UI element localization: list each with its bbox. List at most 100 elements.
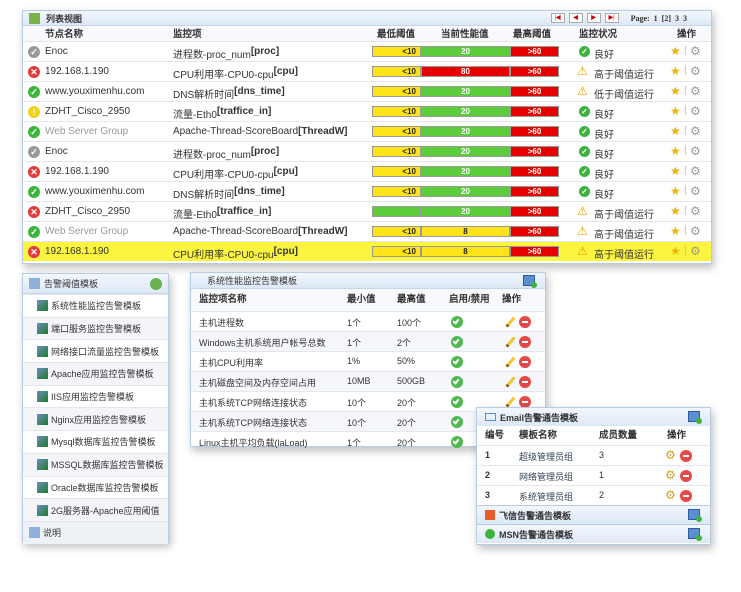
enabled-toggle-icon[interactable]: [451, 316, 463, 328]
add-template-icon[interactable]: [688, 411, 702, 424]
monitor-item[interactable]: CPU利用率-CPU0-cpu [cpu]: [173, 246, 298, 261]
enabled-toggle-icon[interactable]: [451, 336, 463, 348]
gear-icon[interactable]: ⚙: [690, 204, 701, 218]
edit-pencil-icon[interactable]: [505, 396, 516, 408]
delete-icon[interactable]: [519, 316, 531, 328]
add-icon[interactable]: [150, 278, 162, 290]
enabled-toggle-icon[interactable]: [451, 376, 463, 388]
gear-icon[interactable]: ⚙: [690, 144, 701, 158]
node-name[interactable]: 192.168.1.190: [45, 166, 109, 177]
star-icon[interactable]: ★: [670, 84, 681, 98]
enabled-toggle-icon[interactable]: [451, 416, 463, 428]
add-template-icon[interactable]: [688, 528, 702, 541]
monitor-item[interactable]: DNS解析时间 [dns_time]: [173, 186, 285, 201]
msn-template-header[interactable]: MSN告警通告模板: [477, 524, 710, 543]
page-link[interactable]: 1: [653, 13, 658, 23]
template-item[interactable]: Mysql数据库监控告警模板: [23, 430, 168, 453]
first-page-button[interactable]: |◀: [550, 13, 565, 23]
gear-icon[interactable]: ⚙: [690, 244, 701, 258]
node-name[interactable]: www.youximenhu.com: [45, 186, 145, 197]
enabled-toggle-icon[interactable]: [451, 396, 463, 408]
template-name[interactable]: 超级管理员组: [519, 452, 574, 462]
table-row[interactable]: ✓ Web Server Group Apache-Thread-ScoreBo…: [23, 121, 711, 141]
feixin-template-header[interactable]: 飞信告警通告模板: [477, 505, 710, 524]
node-name[interactable]: Enoc: [45, 146, 68, 157]
monitor-item[interactable]: CPU利用率-CPU0-cpu [cpu]: [173, 166, 298, 181]
node-name[interactable]: ZDHT_Cisco_2950: [45, 106, 131, 117]
star-icon[interactable]: ★: [670, 204, 681, 218]
gear-icon[interactable]: ⚙: [690, 164, 701, 178]
edit-pencil-icon[interactable]: [505, 376, 516, 388]
delete-icon[interactable]: [680, 470, 692, 482]
template-name[interactable]: 网络管理员组: [519, 472, 574, 482]
table-row[interactable]: ✓ Enoc 进程数-proc_num [proc] <10 20 >60 ✓ 良…: [23, 41, 711, 61]
gear-icon[interactable]: ⚙: [690, 84, 701, 98]
delete-icon[interactable]: [680, 450, 692, 462]
edit-gear-icon[interactable]: ⚙: [665, 468, 676, 482]
template-item[interactable]: 系统性能监控告警模板: [23, 294, 168, 317]
template-item[interactable]: 端口服务监控告警模板: [23, 316, 168, 340]
star-icon[interactable]: ★: [670, 184, 681, 198]
page-link[interactable]: [2]: [661, 13, 671, 23]
star-icon[interactable]: ★: [670, 124, 681, 138]
template-item[interactable]: 网络接口流量监控告警模板: [23, 339, 168, 362]
template-item[interactable]: Apache应用监控告警模板: [23, 362, 168, 385]
monitor-item[interactable]: Apache-Thread-ScoreBoard [ThreadW]: [173, 126, 348, 137]
star-icon[interactable]: ★: [670, 164, 681, 178]
monitor-item[interactable]: DNS解析时间 [dns_time]: [173, 86, 285, 101]
delete-icon[interactable]: [680, 490, 692, 502]
node-name[interactable]: ZDHT_Cisco_2950: [45, 206, 131, 217]
gear-icon[interactable]: ⚙: [690, 224, 701, 238]
monitor-item[interactable]: 进程数-proc_num [proc]: [173, 46, 279, 61]
monitor-item[interactable]: 流量-Eth0 [traffice_in]: [173, 206, 271, 221]
table-row[interactable]: ✓ www.youximenhu.com DNS解析时间 [dns_time] <…: [23, 81, 711, 101]
enabled-toggle-icon[interactable]: [451, 356, 463, 368]
page-link[interactable]: 3: [675, 13, 679, 23]
node-name[interactable]: www.youximenhu.com: [45, 86, 145, 97]
enabled-toggle-icon[interactable]: [451, 436, 463, 448]
table-row[interactable]: ✓ Web Server Group Apache-Thread-ScoreBo…: [23, 221, 711, 241]
table-row[interactable]: ! ZDHT_Cisco_2950 流量-Eth0 [traffice_in] <…: [23, 101, 711, 121]
star-icon[interactable]: ★: [670, 64, 681, 78]
table-row[interactable]: ✓ Enoc 进程数-proc_num [proc] <10 20 >60 ✓ 良…: [23, 141, 711, 161]
gear-icon[interactable]: ⚙: [690, 44, 701, 58]
star-icon[interactable]: ★: [670, 104, 681, 118]
node-name[interactable]: 192.168.1.190: [45, 66, 109, 77]
template-item[interactable]: Oracle数据库监控告警模板: [23, 475, 168, 499]
page-link[interactable]: 3: [683, 13, 687, 23]
gear-icon[interactable]: ⚙: [690, 124, 701, 138]
table-row[interactable]: ✓ www.youximenhu.com DNS解析时间 [dns_time] <…: [23, 181, 711, 201]
gear-icon[interactable]: ⚙: [690, 64, 701, 78]
gear-icon[interactable]: ⚙: [690, 184, 701, 198]
add-template-icon[interactable]: [523, 275, 537, 288]
star-icon[interactable]: ★: [670, 144, 681, 158]
template-item[interactable]: Nginx应用监控告警模板: [23, 407, 168, 431]
delete-icon[interactable]: [519, 376, 531, 388]
delete-icon[interactable]: [519, 396, 531, 408]
monitor-item[interactable]: Apache-Thread-ScoreBoard [ThreadW]: [173, 226, 348, 237]
edit-gear-icon[interactable]: ⚙: [665, 488, 676, 502]
node-name[interactable]: 192.168.1.190: [45, 246, 109, 257]
last-page-button[interactable]: ▶|: [604, 13, 619, 23]
gear-icon[interactable]: ⚙: [690, 104, 701, 118]
node-name[interactable]: Enoc: [45, 46, 68, 57]
edit-pencil-icon[interactable]: [505, 336, 516, 348]
template-item[interactable]: 2G服务器-Apache应用阈值: [23, 498, 168, 521]
table-row[interactable]: ✕ 192.168.1.190 CPU利用率-CPU0-cpu [cpu] <10…: [23, 241, 711, 261]
table-row[interactable]: ✕ 192.168.1.190 CPU利用率-CPU0-cpu [cpu] <10…: [23, 161, 711, 181]
table-row[interactable]: ✕ ZDHT_Cisco_2950 流量-Eth0 [traffice_in] 2…: [23, 201, 711, 221]
table-row[interactable]: ✕ 192.168.1.190 CPU利用率-CPU0-cpu [cpu] <10…: [23, 61, 711, 81]
monitor-item[interactable]: 流量-Eth0 [traffice_in]: [173, 106, 271, 121]
node-name[interactable]: Web Server Group: [45, 126, 129, 137]
edit-gear-icon[interactable]: ⚙: [665, 448, 676, 462]
monitor-item[interactable]: 进程数-proc_num [proc]: [173, 146, 279, 161]
template-item[interactable]: MSSQL数据库监控告警模板: [23, 452, 168, 476]
monitor-item[interactable]: CPU利用率-CPU0-cpu [cpu]: [173, 66, 298, 81]
edit-pencil-icon[interactable]: [505, 316, 516, 328]
node-name[interactable]: Web Server Group: [45, 226, 129, 237]
template-item[interactable]: IIS应用监控告警模板: [23, 384, 168, 408]
prev-page-button[interactable]: ◀: [568, 13, 583, 23]
star-icon[interactable]: ★: [670, 224, 681, 238]
star-icon[interactable]: ★: [670, 244, 681, 258]
delete-icon[interactable]: [519, 336, 531, 348]
